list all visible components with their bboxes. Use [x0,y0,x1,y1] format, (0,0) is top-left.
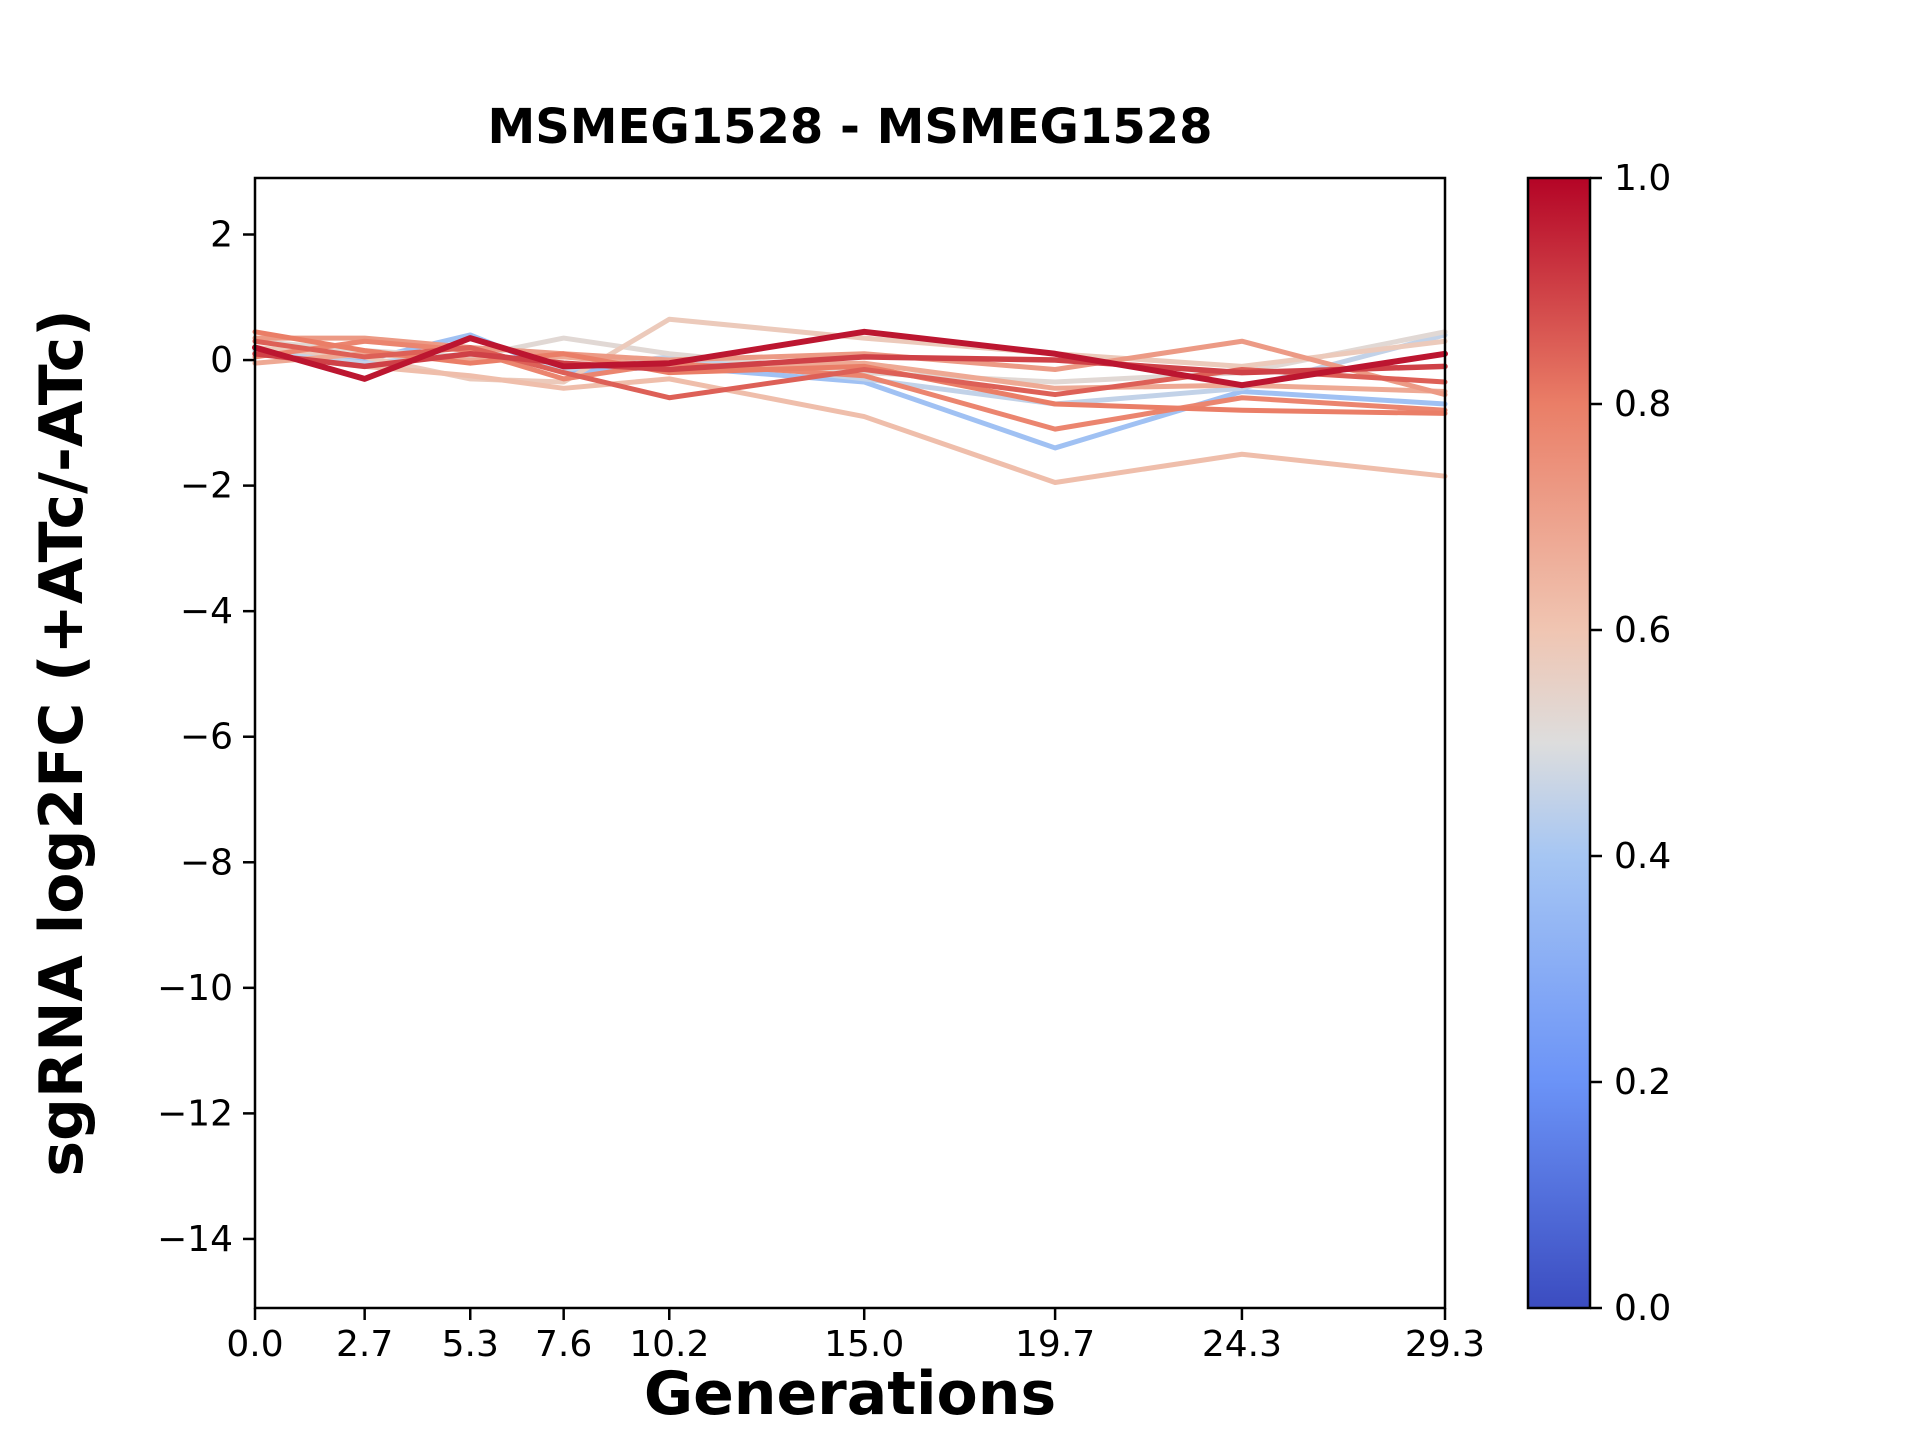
y-tick-label: 2 [210,215,233,256]
series-line [252,328,1448,389]
y-tick-label: −12 [157,1093,233,1134]
y-tick-label: −14 [157,1219,233,1260]
colorbar-tick-label: 1.0 [1614,158,1671,199]
x-tick-label: 24.3 [1202,1324,1282,1365]
series-line [252,335,1448,398]
colorbar-tick-label: 0.2 [1614,1062,1671,1103]
y-tick-label: 0 [210,340,233,381]
x-tick-label: 19.7 [1015,1324,1095,1365]
x-axis-label: Generations [644,1359,1056,1429]
x-tick-label: 10.2 [629,1324,709,1365]
x-tick-label: 2.7 [336,1324,393,1365]
colorbar [1526,176,1592,1310]
y-tick-label: −10 [157,968,233,1009]
chart-title: MSMEG1528 - MSMEG1528 [487,99,1212,155]
x-tick-label: 7.6 [535,1324,592,1365]
y-tick-label: −6 [180,717,233,758]
y-tick-label: −8 [180,842,233,883]
y-tick-label: −2 [180,466,233,507]
series-line [252,351,1448,485]
x-tick-label: 29.3 [1405,1324,1485,1365]
colorbar-tick-label: 0.0 [1614,1288,1671,1329]
colorbar-tick-label: 0.6 [1614,610,1671,651]
x-tick-label: 5.3 [442,1324,499,1365]
x-tick-label: 0.0 [226,1324,283,1365]
plot-area: 0.0 2.7 5.3 7.6 10.2 15.0 19.7 24.3 29.3 2 0 −2 −4 −6… [157,158,1671,1365]
colorbar-tick-label: 0.8 [1614,384,1671,425]
x-tick-label: 15.0 [824,1324,904,1365]
y-axis-label: sgRNA log2FC (+ATc/-ATc) [27,309,97,1176]
plot-frame [253,176,1447,1310]
y-tick-label: −4 [180,591,233,632]
colorbar-tick-label: 0.4 [1614,836,1671,877]
series-line [252,338,1448,401]
